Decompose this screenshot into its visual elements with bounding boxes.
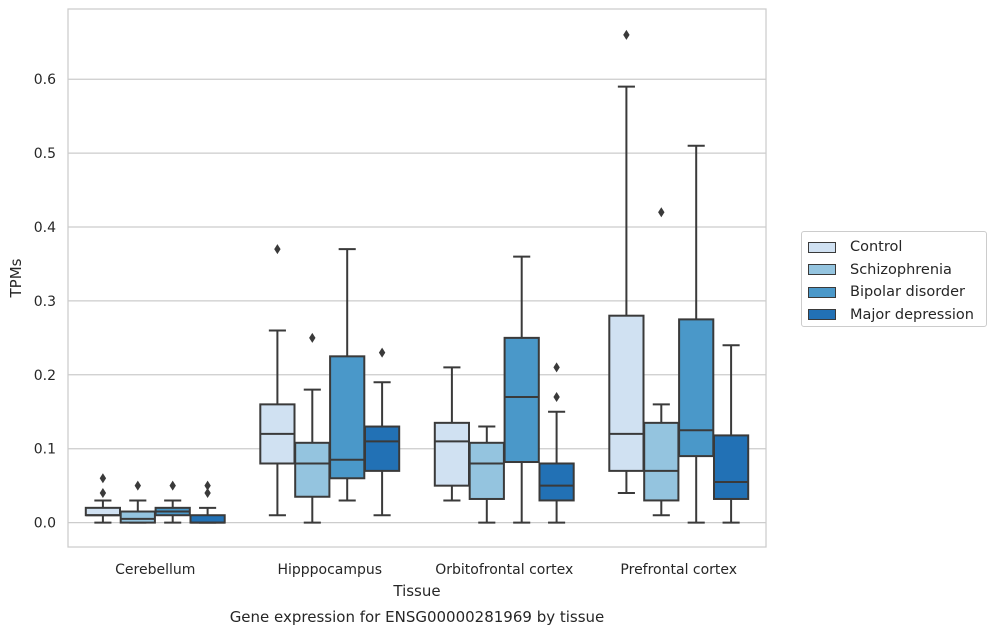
box-iqr bbox=[538, 462, 575, 502]
box-major-depression bbox=[712, 344, 750, 524]
y-tick-label: 0.4 bbox=[34, 220, 56, 236]
outlier-point bbox=[169, 480, 176, 491]
box-schizophrenia bbox=[119, 480, 156, 524]
outlier-point bbox=[134, 480, 141, 491]
legend-item: Schizophrenia bbox=[808, 259, 980, 282]
legend-label: Control bbox=[850, 239, 903, 256]
box-iqr bbox=[363, 425, 401, 472]
box-iqr bbox=[433, 421, 471, 487]
legend-label: Major depression bbox=[850, 306, 974, 323]
outlier-point bbox=[99, 488, 107, 499]
x-axis-label: Tissue bbox=[392, 582, 440, 600]
y-tick-label: 0.3 bbox=[34, 294, 56, 310]
box-iqr bbox=[712, 434, 750, 500]
legend-label: Schizophrenia bbox=[850, 261, 952, 278]
box-control bbox=[608, 29, 645, 495]
box-major-depression bbox=[189, 480, 226, 524]
outlier-point bbox=[378, 347, 386, 358]
outlier-point bbox=[274, 244, 281, 255]
box-bipolar-disorder bbox=[154, 480, 191, 524]
outlier-point bbox=[204, 488, 211, 499]
box-iqr bbox=[643, 421, 680, 502]
legend-label: Bipolar disorder bbox=[850, 284, 965, 301]
box-schizophrenia bbox=[294, 332, 331, 524]
box-iqr bbox=[84, 506, 122, 517]
box-iqr bbox=[329, 355, 366, 480]
legend-item: Control bbox=[808, 236, 980, 259]
box-control bbox=[84, 473, 122, 524]
outlier-point bbox=[553, 362, 560, 373]
legend: Control Schizophrenia Bipolar disorder Majo… bbox=[801, 231, 987, 327]
box-iqr bbox=[468, 441, 505, 500]
box-schizophrenia bbox=[643, 207, 680, 517]
legend-item: Bipolar disorder bbox=[808, 281, 980, 304]
x-tick-label: Cerebellum bbox=[115, 562, 195, 578]
box-control bbox=[259, 244, 296, 517]
box-bipolar-disorder bbox=[678, 144, 715, 524]
y-tick-label: 0.0 bbox=[34, 516, 56, 532]
legend-swatch bbox=[808, 309, 836, 321]
box-series bbox=[84, 29, 750, 524]
box-bipolar-disorder bbox=[329, 248, 366, 502]
x-tick-label: Orbitofrontal cortex bbox=[435, 562, 573, 578]
outlier-point bbox=[309, 332, 316, 343]
outlier-point bbox=[658, 207, 665, 218]
outlier-point bbox=[553, 391, 560, 402]
y-tick-labels: 0.0 0.1 0.2 0.3 0.4 0.5 0.6 bbox=[34, 72, 56, 531]
box-iqr bbox=[189, 514, 226, 524]
legend-item: Major depression bbox=[808, 304, 980, 327]
x-tick-label: Prefrontal cortex bbox=[620, 562, 737, 578]
legend-swatch bbox=[808, 241, 836, 253]
legend-swatch bbox=[808, 286, 836, 298]
box-iqr bbox=[294, 441, 331, 498]
box-iqr bbox=[503, 336, 540, 464]
outlier-point bbox=[623, 29, 630, 40]
y-tick-label: 0.6 bbox=[34, 72, 56, 88]
y-axis-label: TPMs bbox=[7, 258, 25, 298]
legend-swatch bbox=[808, 264, 836, 276]
box-iqr bbox=[119, 510, 156, 524]
y-tick-label: 0.1 bbox=[34, 442, 56, 458]
box-major-depression bbox=[538, 362, 575, 524]
box-schizophrenia bbox=[468, 425, 505, 524]
gridlines bbox=[68, 78, 766, 524]
outlier-point bbox=[204, 480, 211, 491]
box-iqr bbox=[678, 318, 715, 458]
y-tick-label: 0.2 bbox=[34, 368, 56, 384]
box-control bbox=[433, 366, 471, 502]
x-tick-label: Hipppocampus bbox=[277, 562, 382, 578]
y-tick-label: 0.5 bbox=[34, 146, 56, 162]
x-tick-labels: Cerebellum Hipppocampus Orbitofrontal cort… bbox=[115, 562, 737, 578]
box-major-depression bbox=[363, 347, 401, 517]
outlier-point bbox=[99, 473, 107, 484]
box-iqr bbox=[608, 314, 645, 472]
box-bipolar-disorder bbox=[503, 255, 540, 524]
chart-title: Gene expression for ENSG00000281969 by t… bbox=[230, 608, 605, 626]
plot-frame bbox=[67, 8, 767, 548]
